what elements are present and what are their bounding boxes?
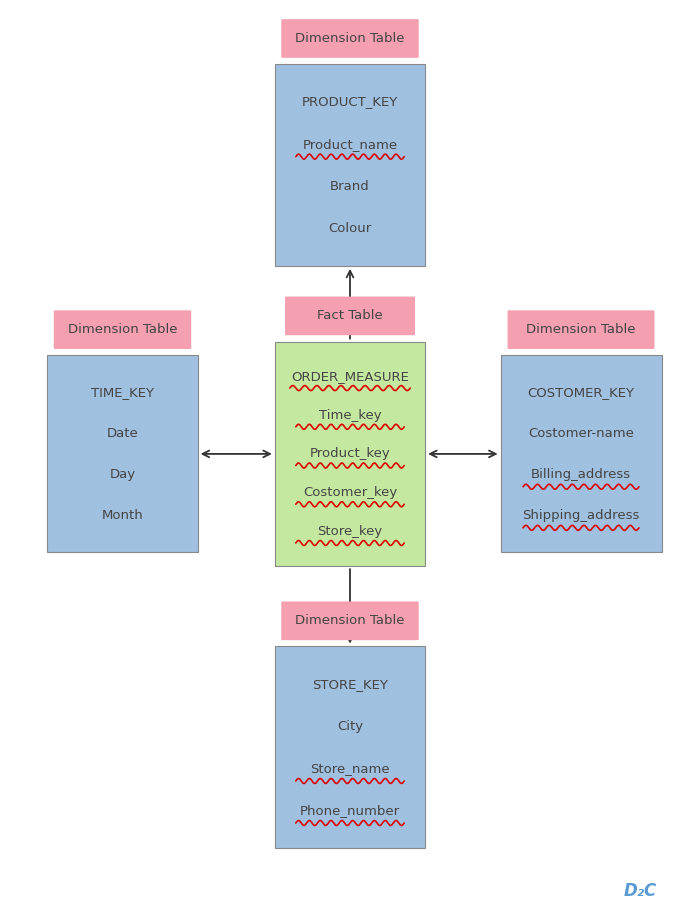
Text: PRODUCT_KEY: PRODUCT_KEY (302, 95, 398, 108)
Text: Time_key: Time_key (318, 409, 382, 422)
Text: COSTOMER_KEY: COSTOMER_KEY (528, 386, 634, 399)
Text: Dimension Table: Dimension Table (526, 323, 636, 337)
Text: Day: Day (109, 468, 136, 481)
Text: Date: Date (106, 427, 139, 440)
Text: STORE_KEY: STORE_KEY (312, 678, 388, 691)
FancyBboxPatch shape (281, 19, 419, 58)
Text: Month: Month (102, 509, 144, 522)
Text: Dimension Table: Dimension Table (68, 323, 177, 337)
Text: ORDER_MEASURE: ORDER_MEASURE (291, 370, 409, 383)
Text: Store_name: Store_name (310, 762, 390, 775)
Bar (274, 341, 425, 566)
Text: City: City (337, 720, 363, 733)
Text: Colour: Colour (328, 222, 372, 235)
Bar (500, 355, 662, 552)
Bar (274, 64, 425, 266)
Text: D₂C: D₂C (624, 882, 657, 900)
Text: Shipping_address: Shipping_address (522, 509, 640, 522)
FancyBboxPatch shape (508, 310, 654, 349)
Bar (47, 355, 197, 552)
Text: Product_name: Product_name (302, 138, 398, 150)
Text: Dimension Table: Dimension Table (295, 32, 405, 45)
Text: Costomer_key: Costomer_key (303, 486, 397, 499)
Text: Costomer-name: Costomer-name (528, 427, 634, 440)
Text: Store_key: Store_key (317, 525, 383, 538)
Text: Billing_address: Billing_address (531, 468, 631, 481)
Text: Dimension Table: Dimension Table (295, 614, 405, 627)
Text: Phone_number: Phone_number (300, 804, 400, 817)
Text: Brand: Brand (330, 180, 370, 193)
Bar (274, 646, 425, 848)
FancyBboxPatch shape (54, 310, 191, 349)
FancyBboxPatch shape (281, 602, 419, 640)
Text: Fact Table: Fact Table (317, 309, 383, 323)
FancyBboxPatch shape (285, 296, 415, 336)
Text: TIME_KEY: TIME_KEY (91, 386, 154, 399)
Text: Product_key: Product_key (309, 447, 391, 460)
